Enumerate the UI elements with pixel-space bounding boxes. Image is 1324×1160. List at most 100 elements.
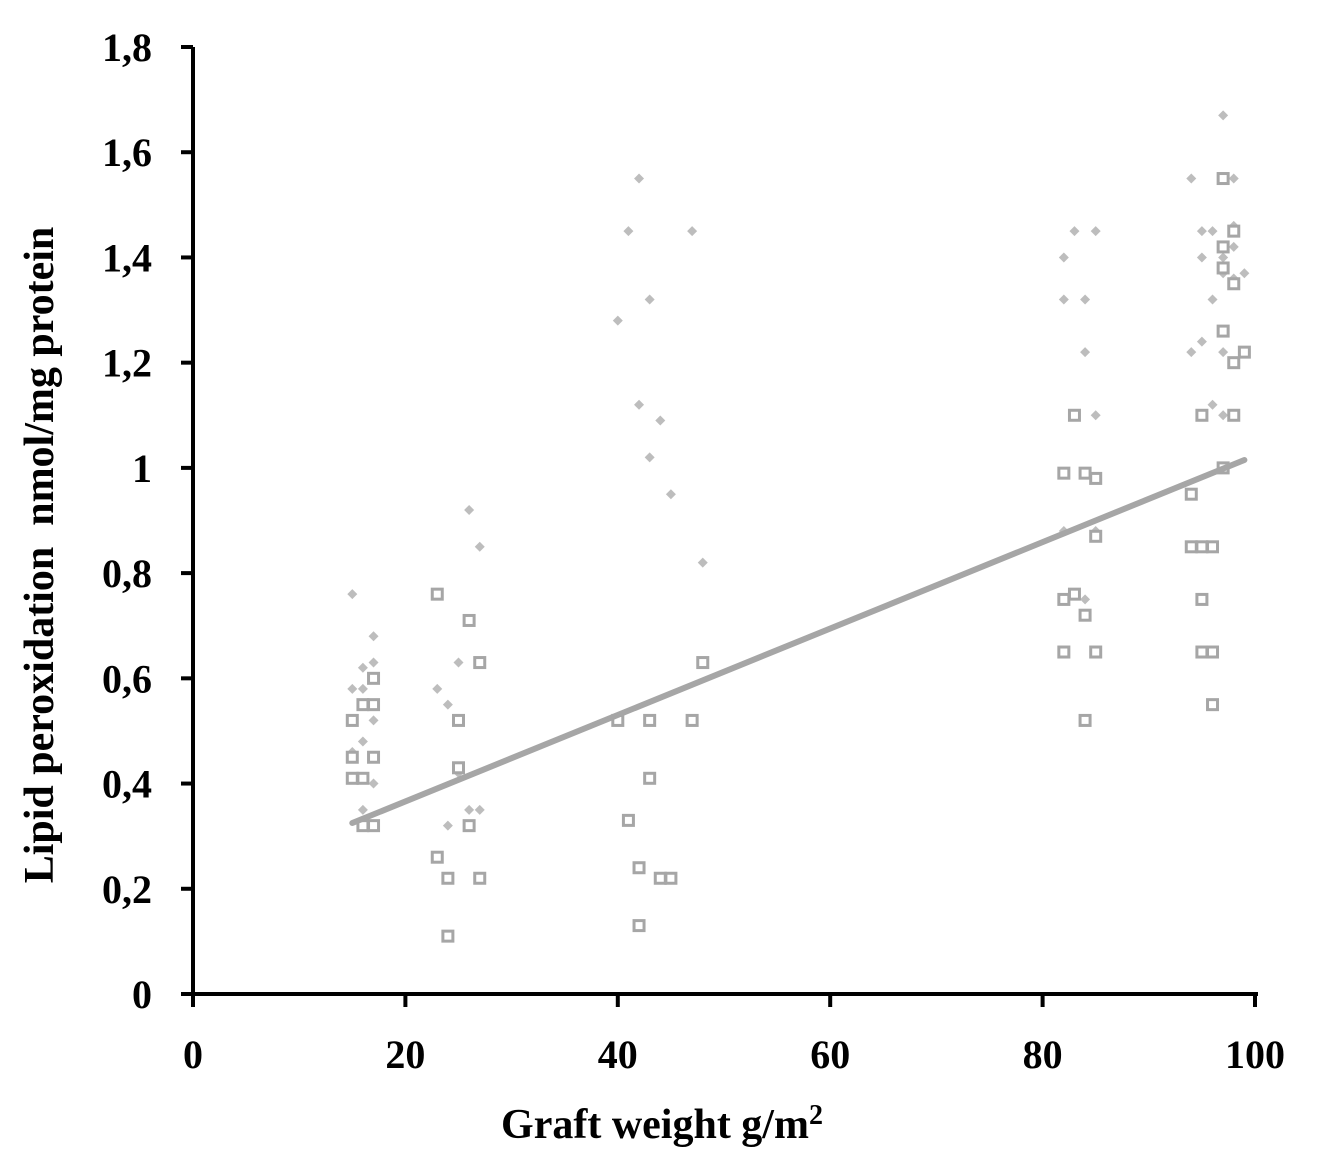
diamond-point (1218, 347, 1229, 358)
square-point (1216, 261, 1230, 275)
square-point (1184, 487, 1198, 501)
square-point (1078, 466, 1092, 480)
diamond-point (1218, 410, 1229, 421)
y-tick-label: 1,8 (102, 25, 152, 70)
trend-line (349, 456, 1248, 827)
square-point (441, 929, 455, 943)
y-ticks: 0 0,2 0,4 0,6 0,8 1 1,2 1,4 1,6 1,8 (102, 25, 193, 1017)
diamond-point (474, 804, 485, 815)
diamond-point (1228, 241, 1239, 252)
diamond-point (1196, 252, 1207, 263)
square-point (367, 750, 381, 764)
square-point (367, 819, 381, 833)
diamond-point (357, 736, 368, 747)
square-point (685, 713, 699, 727)
x-ticks: 0 20 40 60 80 100 (183, 994, 1285, 1077)
square-point (1089, 529, 1103, 543)
square-point (1227, 356, 1241, 370)
diamond-point (612, 315, 623, 326)
square-point (462, 819, 476, 833)
square-point (1216, 324, 1230, 338)
diamond-point (644, 452, 655, 463)
x-tick-label: 60 (810, 1032, 850, 1077)
y-tick-label: 1 (132, 446, 152, 491)
square-point (356, 698, 370, 712)
square-point (696, 656, 710, 670)
x-axis-title: Graft weight g/m2 (501, 1100, 823, 1148)
diamond-point (1069, 226, 1080, 237)
square-point (1237, 345, 1251, 359)
square-point (1089, 471, 1103, 485)
diamond-point (1186, 173, 1197, 184)
diamond-point (1196, 336, 1207, 347)
square-point (1195, 592, 1209, 606)
x-tick-label: 20 (385, 1032, 425, 1077)
diamond-point (368, 657, 379, 668)
diamond-point (1239, 268, 1250, 279)
diamond-point (655, 415, 666, 426)
data-points (345, 110, 1251, 943)
diamond-point (1090, 410, 1101, 421)
square-point (1206, 645, 1220, 659)
diamond-point (442, 699, 453, 710)
x-tick-label: 0 (183, 1032, 203, 1077)
square-point (473, 656, 487, 670)
y-tick-label: 1,6 (102, 130, 152, 175)
y-tick-label: 0 (132, 972, 152, 1017)
diamond-point (644, 294, 655, 305)
diamond-point (1058, 252, 1069, 263)
square-point (430, 850, 444, 864)
square-point (643, 771, 657, 785)
diamond-point (357, 804, 368, 815)
y-axis-title: Lipid peroxidation nmol/mg protein (17, 227, 63, 884)
diamond-point (634, 399, 645, 410)
diamond-point (1228, 173, 1239, 184)
x-tick-label: 40 (598, 1032, 638, 1077)
square-point (1067, 408, 1081, 422)
square-point (632, 919, 646, 933)
square-point (664, 871, 678, 885)
diamond-point (368, 778, 379, 789)
diamond-point (357, 683, 368, 694)
square-point (1227, 408, 1241, 422)
diamond-point (1080, 347, 1091, 358)
square-point (1195, 408, 1209, 422)
diamond-point (432, 683, 443, 694)
diamond-point (1058, 294, 1069, 305)
diamond-point (1196, 226, 1207, 237)
square-point (356, 771, 370, 785)
diamond-point (474, 541, 485, 552)
square-point (1195, 540, 1209, 554)
diamond-point (1090, 226, 1101, 237)
diamond-point (634, 173, 645, 184)
square-point (621, 813, 635, 827)
square-point (452, 713, 465, 727)
x-tick-label: 100 (1225, 1032, 1285, 1077)
x-axis-title-superscript: 2 (809, 1100, 823, 1131)
diamond-point (442, 820, 453, 831)
square-point (473, 871, 487, 885)
diamond-point (623, 226, 634, 237)
diamond-point (1218, 252, 1229, 263)
diamond-point (687, 226, 698, 237)
y-tick-label: 1,2 (102, 341, 152, 386)
diamond-point (1207, 399, 1218, 410)
square-point (1195, 645, 1209, 659)
square-point (367, 671, 381, 685)
square-point (345, 771, 359, 785)
y-tick-label: 0,8 (102, 551, 152, 596)
diamond-point (347, 589, 358, 600)
square-point (1057, 645, 1071, 659)
square-point (1227, 277, 1241, 291)
square-point (430, 587, 444, 601)
axes (191, 47, 1258, 996)
x-axis-title-text: Graft weight g/m (501, 1102, 809, 1148)
diamond-point (665, 489, 676, 500)
diamond-point (464, 804, 475, 815)
diamond-point (1080, 294, 1091, 305)
diamond-point (1207, 226, 1218, 237)
square-point (1206, 540, 1220, 554)
square-point (462, 613, 476, 627)
diamond-point (1186, 347, 1197, 358)
